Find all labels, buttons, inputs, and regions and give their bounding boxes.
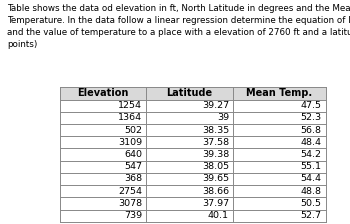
Text: 40.1: 40.1 bbox=[208, 211, 229, 220]
Text: 50.5: 50.5 bbox=[301, 199, 322, 208]
Text: 37.97: 37.97 bbox=[202, 199, 229, 208]
Text: 37.58: 37.58 bbox=[202, 138, 229, 147]
Text: 2754: 2754 bbox=[118, 187, 142, 196]
Bar bbox=[60, 87, 326, 100]
Text: 3078: 3078 bbox=[118, 199, 142, 208]
Text: 38.35: 38.35 bbox=[202, 126, 229, 135]
Text: Table shows the data od elevation in ft, North Latitude in degrees and the Mean : Table shows the data od elevation in ft,… bbox=[7, 4, 350, 49]
Text: 54.4: 54.4 bbox=[301, 174, 322, 183]
Text: 1364: 1364 bbox=[118, 113, 142, 122]
Text: 56.8: 56.8 bbox=[301, 126, 322, 135]
Text: 1254: 1254 bbox=[118, 101, 142, 110]
Text: 39.27: 39.27 bbox=[202, 101, 229, 110]
Text: 38.66: 38.66 bbox=[202, 187, 229, 196]
Text: 39.65: 39.65 bbox=[202, 174, 229, 183]
Text: 547: 547 bbox=[124, 162, 142, 171]
Text: 502: 502 bbox=[124, 126, 142, 135]
Text: Elevation: Elevation bbox=[77, 88, 128, 99]
Text: 739: 739 bbox=[124, 211, 142, 220]
Text: 640: 640 bbox=[124, 150, 142, 159]
Text: 39: 39 bbox=[217, 113, 229, 122]
Text: Mean Temp.: Mean Temp. bbox=[246, 88, 312, 99]
Text: 48.4: 48.4 bbox=[301, 138, 322, 147]
Text: 48.8: 48.8 bbox=[301, 187, 322, 196]
Text: 52.3: 52.3 bbox=[300, 113, 322, 122]
Text: 47.5: 47.5 bbox=[301, 101, 322, 110]
Text: 39.38: 39.38 bbox=[202, 150, 229, 159]
Text: 3109: 3109 bbox=[118, 138, 142, 147]
Text: 55.1: 55.1 bbox=[301, 162, 322, 171]
Text: 52.7: 52.7 bbox=[301, 211, 322, 220]
Text: 368: 368 bbox=[124, 174, 142, 183]
Text: 54.2: 54.2 bbox=[301, 150, 322, 159]
Text: 38.05: 38.05 bbox=[202, 162, 229, 171]
Text: Latitude: Latitude bbox=[167, 88, 213, 99]
